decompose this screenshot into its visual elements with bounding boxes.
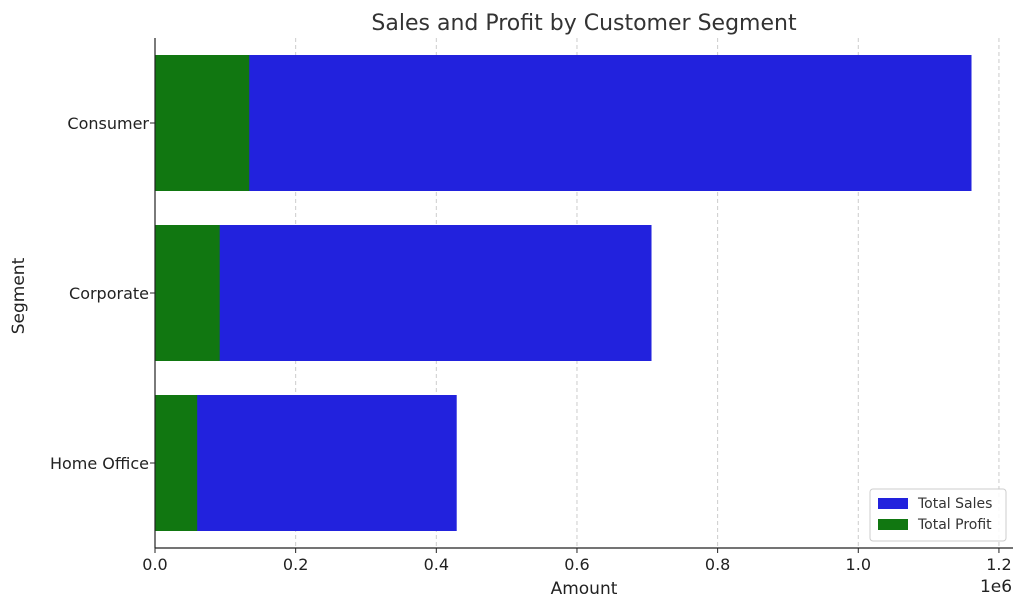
y-tick-label: Consumer bbox=[67, 114, 149, 133]
bar-total-profit-corporate bbox=[155, 225, 220, 361]
ticks-layer: Consumer Corporate Home Office 0.0 0.2 0.4 0.6… bbox=[50, 114, 1012, 574]
bar-total-profit-consumer bbox=[155, 55, 250, 191]
x-tick-label: 0.0 bbox=[142, 555, 167, 574]
y-axis-label: Segment bbox=[9, 257, 29, 334]
x-axis-label: Amount bbox=[551, 579, 618, 599]
legend-label: Total Sales bbox=[917, 496, 992, 512]
bar-total-profit-home-office bbox=[155, 395, 198, 531]
y-tick-label: Corporate bbox=[69, 284, 149, 303]
bar-total-sales-home-office bbox=[155, 395, 457, 531]
legend-swatch bbox=[878, 519, 908, 530]
y-tick-label: Home Office bbox=[50, 454, 149, 473]
x-axis-scale-label: 1e6 bbox=[980, 577, 1012, 597]
x-tick-label: 0.2 bbox=[283, 555, 308, 574]
legend-label: Total Profit bbox=[917, 517, 992, 533]
bars-layer bbox=[155, 55, 972, 531]
x-tick-label: 0.4 bbox=[424, 555, 449, 574]
legend: Total Sales Total Profit bbox=[869, 488, 1007, 542]
x-tick-label: 1.0 bbox=[846, 555, 871, 574]
bar-total-sales-corporate bbox=[155, 225, 652, 361]
x-tick-label: 1.2 bbox=[986, 555, 1011, 574]
legend-swatch bbox=[878, 498, 908, 509]
chart-title: Sales and Profit by Customer Segment bbox=[371, 11, 797, 36]
x-tick-label: 0.8 bbox=[705, 555, 730, 574]
x-tick-label: 0.6 bbox=[564, 555, 589, 574]
bar-total-sales-consumer bbox=[155, 55, 972, 191]
